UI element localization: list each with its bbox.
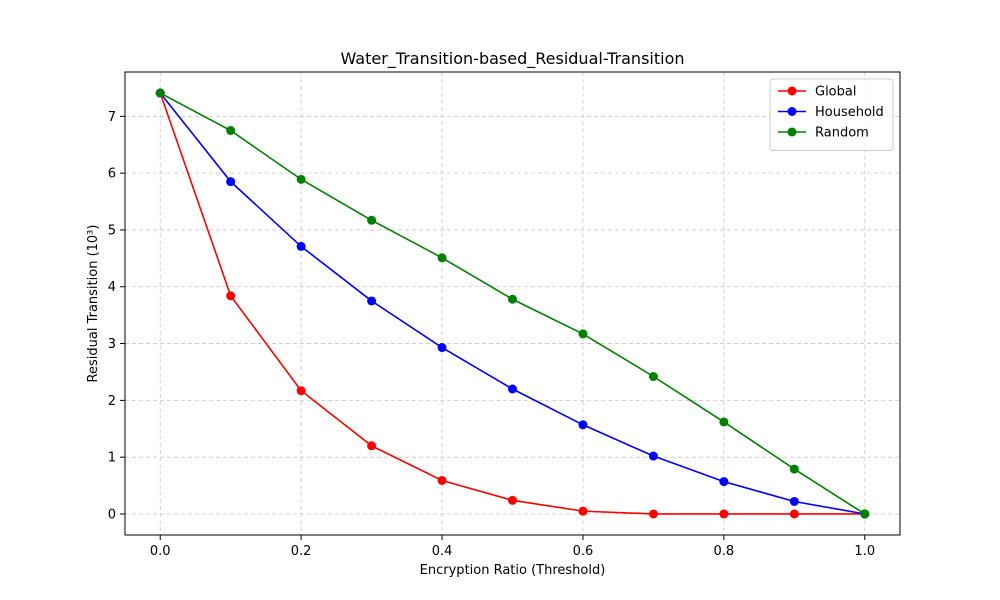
data-point	[296, 174, 306, 184]
data-point	[719, 509, 729, 519]
legend-label: Global	[815, 85, 856, 100]
y-axis-label: Residual Transition (10³)	[86, 225, 101, 383]
data-point	[226, 126, 236, 136]
y-tick-label: 2	[108, 394, 116, 409]
data-point	[648, 509, 658, 519]
y-tick-label: 0	[108, 507, 116, 522]
legend-label: Random	[815, 126, 869, 141]
y-tick-label: 7	[108, 110, 116, 125]
data-point	[367, 215, 377, 225]
legend-swatch-marker	[787, 86, 797, 96]
data-point	[648, 451, 658, 461]
data-point	[155, 88, 165, 98]
chart-title: Water_Transition-based_Residual-Transiti…	[341, 49, 685, 69]
ticks: 0.0 0.2 0.4 0.6 0.8 1.0 0 1 2 3 4 5 6 7	[108, 110, 875, 559]
data-point	[648, 372, 658, 382]
y-tick-label: 4	[108, 280, 116, 295]
data-point	[578, 506, 588, 516]
data-point	[508, 495, 517, 505]
data-point	[296, 241, 306, 251]
legend-swatch-marker	[787, 127, 797, 137]
data-point	[437, 343, 447, 353]
data-point	[719, 417, 729, 427]
x-tick-label: 0.2	[291, 544, 312, 559]
x-tick-label: 0.0	[150, 544, 171, 559]
x-axis-label: Encryption Ratio (Threshold)	[420, 563, 606, 578]
data-point	[789, 509, 799, 519]
y-tick-label: 3	[108, 337, 116, 352]
legend: Global Household Random	[769, 78, 894, 151]
series-household	[155, 88, 870, 519]
x-tick-label: 1.0	[854, 544, 875, 559]
y-tick-label: 1	[108, 451, 116, 466]
legend-item-global: Global	[778, 85, 856, 100]
data-point	[367, 296, 377, 306]
data-point	[789, 464, 799, 474]
plot-frame	[124, 71, 901, 536]
data-point	[437, 475, 447, 485]
series-random	[155, 88, 870, 519]
data-point	[226, 177, 236, 187]
data-point	[578, 329, 588, 339]
legend-label: Household	[815, 105, 884, 120]
data-point	[226, 291, 236, 301]
x-tick-label: 0.4	[432, 544, 453, 559]
series-group	[155, 88, 870, 519]
x-tick-label: 0.8	[714, 544, 735, 559]
data-point	[367, 441, 377, 451]
y-tick-label: 6	[108, 167, 116, 182]
data-point	[437, 253, 447, 263]
data-point	[508, 384, 517, 394]
legend-swatch-marker	[787, 107, 797, 116]
y-tick-label: 5	[108, 223, 116, 238]
data-point	[719, 477, 729, 487]
legend-item-household: Household	[778, 105, 884, 120]
data-point	[578, 420, 588, 430]
data-point	[508, 294, 517, 304]
series-global	[155, 88, 870, 519]
data-point	[860, 509, 870, 519]
x-tick-label: 0.6	[573, 544, 594, 559]
legend-item-random: Random	[778, 126, 869, 141]
data-point	[789, 496, 799, 506]
data-point	[296, 386, 306, 396]
